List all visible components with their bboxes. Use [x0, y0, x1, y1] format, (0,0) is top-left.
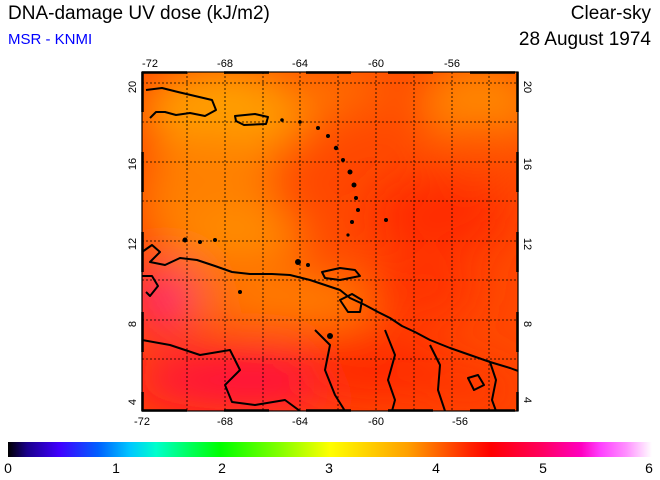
colorbar-tick-label: 0 — [4, 460, 12, 476]
frame-bars — [141, 71, 519, 412]
date-label: 28 August 1974 — [518, 29, 651, 50]
lat-tick-label: 16 — [127, 158, 139, 170]
colorbar-tick-label: 1 — [112, 460, 120, 476]
suriname-border — [384, 329, 396, 411]
coastlines — [142, 87, 518, 411]
lon-tick-label: -68 — [217, 416, 233, 428]
colorbar-tick-label: 5 — [539, 460, 547, 476]
lon-labels-bottom: -72 -68 -64 -60 -56 — [134, 416, 468, 428]
colorbar-tick-label: 4 — [432, 460, 440, 476]
colorbar-tick-label: 6 — [645, 460, 653, 476]
venezuela-guyana-border — [142, 339, 301, 411]
lat-tick-label: 4 — [127, 399, 139, 405]
lat-tick-label: 8 — [521, 321, 533, 327]
lat-tick-label: 12 — [127, 238, 139, 250]
guyana-border — [314, 329, 346, 411]
south-america-north-coast — [142, 244, 518, 372]
lon-labels-top: -72 -68 -64 -60 -56 — [142, 58, 460, 70]
lat-tick-label: 8 — [127, 321, 139, 327]
lat-tick-label: 12 — [521, 238, 533, 250]
lon-tick-label: -72 — [142, 58, 158, 70]
lat-tick-label: 16 — [521, 158, 533, 170]
lon-tick-label: -56 — [444, 58, 460, 70]
uv-dose-field — [142, 72, 518, 411]
lake-maracaibo-shore — [142, 275, 159, 297]
lat-labels-left: 4 8 12 16 20 — [127, 81, 139, 405]
trinidad-coast — [339, 293, 363, 313]
lon-tick-label: -68 — [217, 58, 233, 70]
french-guiana-border — [429, 344, 446, 411]
islands — [182, 118, 388, 339]
map-title: DNA-damage UV dose (kJ/m2) — [8, 3, 270, 24]
uv-dose-map: -72 -68 -64 -60 -56 -72 -68 -64 -60 -56 … — [127, 58, 533, 428]
lon-tick-label: -64 — [292, 416, 308, 428]
colorbar — [8, 442, 652, 457]
lon-tick-label: -72 — [134, 416, 150, 428]
lake-guri-shore — [467, 374, 485, 391]
lat-tick-label: 20 — [127, 81, 139, 93]
lon-tick-label: -60 — [368, 416, 384, 428]
lat-labels-right: 4 8 12 16 20 — [521, 81, 533, 403]
brazil-border — [489, 361, 497, 411]
puerto-rico-coast — [234, 113, 269, 126]
sky-condition-label: Clear-sky — [570, 3, 651, 24]
hispaniola-coast — [145, 87, 217, 119]
colorbar-tick-label: 2 — [218, 460, 226, 476]
lon-tick-label: -60 — [368, 58, 384, 70]
graticule — [142, 72, 518, 411]
lon-tick-label: -64 — [292, 58, 308, 70]
source-label: MSR - KNMI — [8, 31, 93, 48]
lat-tick-label: 4 — [521, 397, 533, 403]
lat-tick-label: 20 — [521, 81, 533, 93]
colorbar-tick-label: 3 — [325, 460, 333, 476]
lon-tick-label: -56 — [452, 416, 468, 428]
margarita-coast — [321, 267, 361, 281]
